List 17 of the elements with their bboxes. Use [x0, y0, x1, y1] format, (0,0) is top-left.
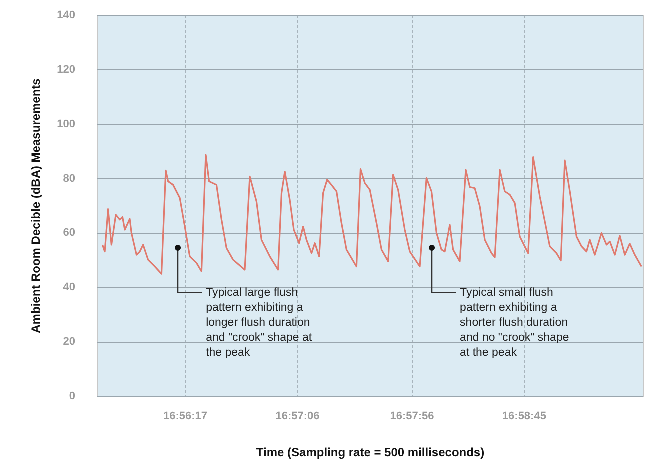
x-tick-label: 16:57:06 [276, 410, 320, 422]
x-tick-label: 16:56:17 [163, 410, 208, 422]
y-tick-label: 20 [63, 336, 76, 348]
x-tick-label: 16:57:56 [390, 410, 434, 422]
y-tick-label: 40 [63, 282, 76, 294]
y-tick-label: 100 [57, 118, 76, 130]
y-axis-title: Ambient Room Decible (dBA) Measurements [29, 78, 44, 334]
line-series [102, 154, 642, 275]
y-tick-label: 120 [57, 64, 76, 76]
y-tick-label: 80 [63, 172, 76, 185]
y-tick-label: 60 [63, 227, 76, 240]
annotation: Typical small flush pattern exhibiting a shorter flush duration and no "crook" shape at the peak [460, 286, 570, 359]
y-tick-label: 0 [69, 390, 76, 402]
x-tick-label: 16:58:45 [502, 410, 546, 422]
x-axis-title: Time (Sampling rate = 500 milliseconds) [256, 446, 485, 460]
annotation: Typical large flush pattern exhibiting a longer flush duration and "crook" shape at the peak [206, 286, 313, 359]
y-tick-label: 140 [57, 10, 76, 22]
